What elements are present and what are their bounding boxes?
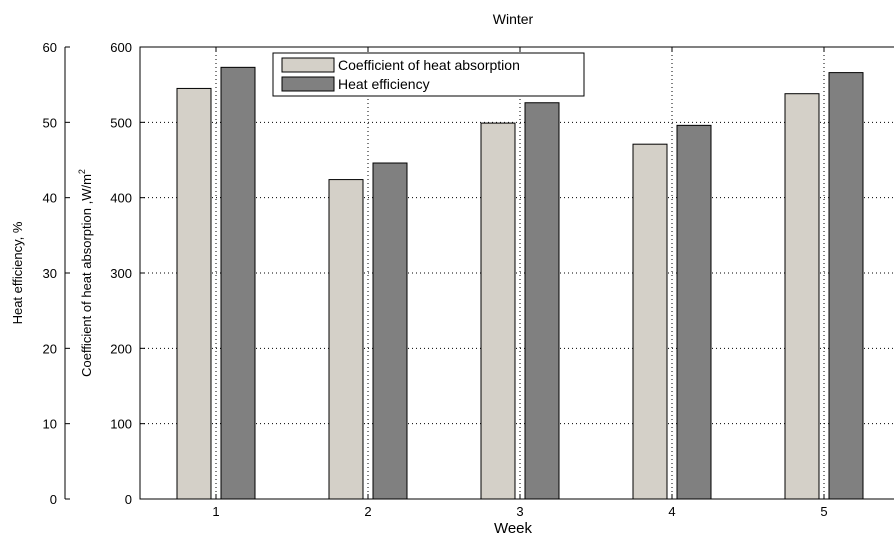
bar-heat-efficiency — [828, 72, 864, 500]
right-axis-ticks: 0 100 200 300 400 500 600 — [110, 40, 145, 507]
left-axis-tick-label: 0 — [50, 492, 57, 507]
bar-coefficient-of-heat-absorption — [784, 93, 820, 500]
x-axis-tick-label: 1 — [212, 504, 219, 519]
bar-heat-efficiency — [372, 162, 408, 500]
right-axis-label-main: Coefficient of heat absorption ,W/m — [79, 174, 94, 377]
bar-coefficient-of-heat-absorption — [328, 179, 364, 500]
bars — [176, 66, 864, 500]
left-axis-tick-label: 60 — [43, 40, 57, 55]
left-axis: 0 10 20 30 40 50 60 — [43, 40, 70, 507]
left-axis-tick-label: 50 — [43, 115, 57, 130]
x-axis-ticks: 1 2 3 4 5 — [212, 47, 828, 519]
left-axis-label: Heat efficiency, % — [10, 221, 25, 324]
left-axis-tick-label: 40 — [43, 191, 57, 206]
x-axis-tick-label: 2 — [364, 504, 371, 519]
bar-coefficient-of-heat-absorption — [632, 143, 668, 500]
right-axis-tick-label: 100 — [110, 417, 132, 432]
x-axis-tick-label: 4 — [668, 504, 675, 519]
left-axis-tick-label: 20 — [43, 341, 57, 356]
x-axis-label: Week — [494, 520, 533, 537]
chart-title: Winter — [493, 11, 534, 27]
right-axis-tick-label: 600 — [110, 40, 132, 55]
x-axis-tick-label: 5 — [820, 504, 827, 519]
right-axis-tick-label: 500 — [110, 115, 132, 130]
right-axis-label-superscript: 2 — [77, 169, 87, 174]
left-axis-tick-label: 30 — [43, 266, 57, 281]
bar-coefficient-of-heat-absorption — [480, 122, 516, 500]
bar-heat-efficiency — [524, 102, 560, 500]
legend-label-coefficient: Coefficient of heat absorption — [338, 57, 520, 73]
x-axis-tick-label: 3 — [516, 504, 523, 519]
legend-swatch-coefficient — [281, 57, 335, 73]
legend-label-efficiency: Heat efficiency — [338, 76, 430, 92]
bar-heat-efficiency — [220, 66, 256, 500]
bar-coefficient-of-heat-absorption — [176, 87, 212, 500]
legend-swatch-efficiency — [281, 76, 335, 92]
right-axis-tick-label: 0 — [125, 492, 132, 507]
right-axis-tick-label: 300 — [110, 266, 132, 281]
legend: Coefficient of heat absorption Heat effi… — [272, 52, 585, 97]
grid-lines — [140, 47, 894, 499]
bar-heat-efficiency — [676, 124, 712, 500]
left-axis-tick-label: 10 — [43, 417, 57, 432]
right-axis-tick-label: 200 — [110, 341, 132, 356]
right-axis-label: Coefficient of heat absorption ,W/m2 — [77, 169, 94, 377]
right-axis-tick-label: 400 — [110, 191, 132, 206]
